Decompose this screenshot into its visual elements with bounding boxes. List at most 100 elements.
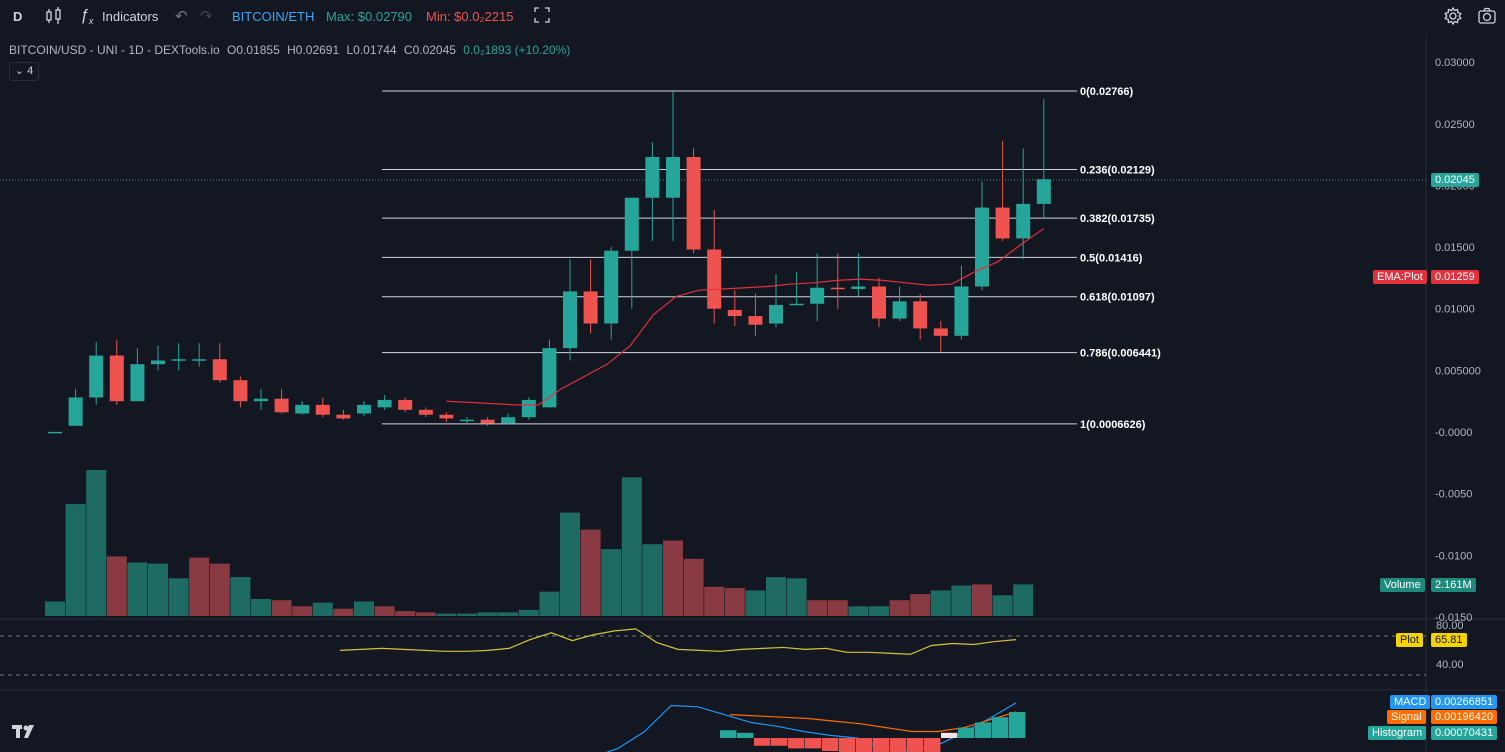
candle-body	[604, 250, 619, 324]
pair-link[interactable]: BITCOIN/ETH	[232, 9, 315, 24]
candle-body	[48, 431, 62, 434]
volume-bar	[827, 600, 848, 616]
volume-bar	[724, 588, 745, 616]
collapse-indicators-button[interactable]: ⌄ 4	[9, 62, 39, 81]
candle-body	[418, 409, 433, 415]
rsi-line	[339, 628, 1017, 655]
volume-value-badge: 2.161M	[1431, 578, 1476, 592]
volume-bar	[930, 590, 951, 616]
volume-bar	[683, 558, 704, 616]
price-tick-label: 0.03000	[1435, 57, 1475, 69]
histogram-value-badge: 0.00070431	[1431, 726, 1498, 740]
candle-body	[583, 291, 598, 324]
camera-icon[interactable]	[1477, 6, 1499, 28]
volume-bar	[333, 608, 354, 616]
candle-body	[563, 291, 577, 349]
volume-name-badge: Volume	[1380, 578, 1425, 592]
volume-bar	[951, 585, 972, 616]
price-tick-label: -0.0150	[1435, 612, 1472, 624]
undo-icon[interactable]: ↶	[175, 8, 188, 25]
volume-bar	[127, 562, 148, 616]
price-tick-label: -0.0050	[1435, 489, 1472, 501]
volume-bar	[292, 606, 313, 616]
macd-name-badge: MACD	[1390, 695, 1431, 709]
volume-bar	[704, 586, 725, 616]
candle-body	[975, 207, 989, 287]
volume-bar	[642, 544, 663, 616]
volume-bar	[560, 512, 580, 616]
volume-bar	[848, 606, 869, 616]
candle-body	[913, 301, 928, 329]
fib-level-label: 0.236(0.02129)	[1080, 164, 1155, 176]
candle-body	[995, 207, 1010, 239]
symbol-title: BITCOIN/USD - UNI - 1D - DEXTools.io	[9, 43, 220, 57]
price-tick-label: 0.005000	[1435, 365, 1481, 377]
volume-bar	[766, 577, 786, 616]
volume-bar	[106, 556, 127, 616]
macd-histogram-bar	[720, 730, 737, 738]
volume-bar	[312, 602, 333, 616]
candle-body	[666, 157, 680, 198]
open-value: O0.01855	[227, 43, 280, 57]
volume-bar	[786, 578, 807, 616]
candle-body	[398, 399, 413, 410]
candle-body	[501, 417, 516, 424]
volume-bar	[168, 578, 189, 616]
price-tick-label: -0.0000	[1435, 427, 1472, 439]
candle-body	[769, 305, 783, 324]
macd-histogram-bar	[873, 738, 890, 752]
candle-body	[542, 348, 557, 408]
candle-body	[130, 364, 145, 402]
rsi-value-badge: 65.81	[1431, 633, 1467, 647]
macd-histogram-bar	[805, 738, 822, 749]
candle-body	[212, 359, 227, 381]
ema-value-badge: 0.01259	[1431, 270, 1479, 284]
volume-bar	[395, 611, 416, 616]
volume-bar	[251, 598, 271, 616]
volume-bar	[271, 600, 292, 616]
indicator-count: 4	[27, 65, 34, 77]
ema-line	[446, 228, 1045, 406]
candle-body	[954, 286, 969, 336]
macd-histogram-bar	[737, 732, 754, 738]
volume-bar	[498, 612, 519, 616]
volume-bar	[354, 601, 374, 616]
interval-button[interactable]: D	[13, 9, 23, 24]
candle-body	[151, 360, 165, 365]
volume-bar	[992, 595, 1013, 616]
fullscreen-icon[interactable]	[533, 6, 555, 28]
volume-bar	[209, 563, 230, 616]
candle-body	[68, 397, 83, 426]
volume-bar	[457, 613, 477, 616]
histogram-name-badge: Histogram	[1368, 726, 1427, 740]
candle-body	[357, 404, 371, 414]
candle-body	[274, 398, 289, 413]
redo-icon[interactable]: ↷	[200, 8, 213, 25]
candle-body	[521, 399, 536, 418]
indicators-button[interactable]: Indicators	[102, 9, 159, 24]
gear-icon[interactable]	[1443, 6, 1465, 28]
top-toolbar: D ƒx Indicators ↶ ↷ BITCOIN/ETH Max: $0.…	[0, 0, 1505, 34]
rsi-tick-label: 80.00	[1436, 620, 1464, 632]
candle-body	[789, 303, 804, 306]
candle-body	[480, 419, 495, 424]
max-price: Max: $0.02790	[326, 9, 413, 24]
candle-body	[707, 249, 722, 309]
change-value: 0.0₂1893 (+10.20%)	[463, 43, 571, 57]
fx-icon[interactable]: ƒx	[80, 7, 94, 27]
fib-level-label: 0.382(0.01735)	[1080, 213, 1155, 225]
volume-bar	[972, 584, 992, 616]
candle-body	[810, 287, 825, 304]
volume-bar	[601, 549, 622, 616]
candle-body	[460, 419, 474, 422]
rsi-tick-label: 40.00	[1436, 659, 1464, 671]
price-tick-label: 0.01500	[1435, 242, 1475, 254]
macd-histogram-bar	[924, 738, 941, 752]
candle-body	[748, 316, 763, 325]
price-tick-label: 0.02500	[1435, 119, 1475, 131]
candles-icon[interactable]	[44, 6, 66, 28]
candle-body	[336, 414, 351, 419]
macd-histogram-bar	[856, 738, 873, 752]
volume-bar	[869, 606, 889, 616]
